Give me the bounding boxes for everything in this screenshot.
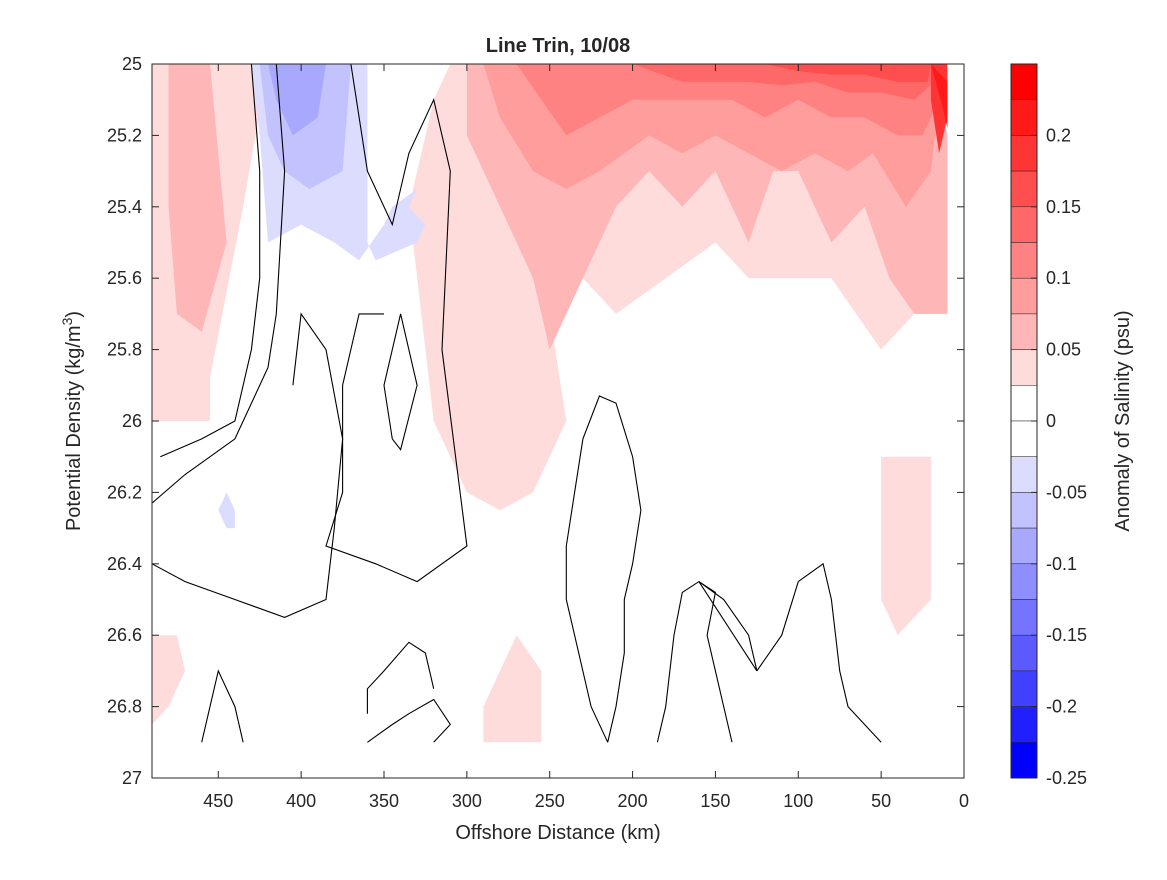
zero-contour-lines — [152, 64, 882, 743]
colorbar-swatch — [1010, 170, 1038, 208]
zero-contour-line-11 — [797, 562, 882, 743]
zero-contour-line-6 — [367, 698, 451, 743]
y-tick-label: 26.2 — [107, 482, 142, 502]
colorbar-swatch — [1010, 742, 1038, 779]
colorbar-swatch — [1010, 420, 1038, 457]
y-axis-label: Potential Density (kg/m3) — [59, 311, 85, 531]
colorbar-swatch — [1010, 277, 1038, 315]
colorbar-swatch — [1010, 63, 1038, 100]
colorbar-tick-label: 0.15 — [1046, 197, 1081, 217]
colorbar-tick-label: -0.1 — [1046, 554, 1077, 574]
colorbar-swatch — [1010, 492, 1038, 529]
colorbar-tick-label: -0.15 — [1046, 625, 1087, 645]
y-tick-label: 27 — [122, 768, 142, 788]
zero-contour-line-10 — [698, 581, 758, 672]
colorbar-swatch — [1010, 456, 1038, 493]
y-tick-label: 25 — [122, 54, 142, 74]
x-tick-label: 50 — [871, 791, 891, 811]
y-tick-label: 26.8 — [107, 697, 142, 717]
contour-fill-17 — [408, 189, 434, 225]
colorbar-swatch — [1010, 670, 1038, 707]
colorbar-ticks: 0.2 0.15 0.1 0.05 0 -0.05 -0.1 -0.15 -0.2 -0.25 — [1031, 125, 1087, 788]
x-tick-label: 0 — [959, 791, 969, 811]
x-tick-label: 350 — [369, 791, 399, 811]
contour-fill-14 — [152, 635, 186, 725]
y-axis-label-close: ) — [63, 311, 85, 318]
colorbar-swatch — [1010, 634, 1038, 672]
colorbar-swatch — [1010, 99, 1038, 136]
chart-title: Line Trin, 10/08 — [486, 35, 631, 57]
colorbar-swatch — [1010, 349, 1038, 386]
zero-contour-line-8 — [565, 395, 642, 743]
x-tick-label: 150 — [700, 791, 730, 811]
colorbar-tick-label: 0.2 — [1046, 125, 1071, 145]
colorbar-swatch — [1010, 385, 1038, 422]
contour-fill-15 — [483, 635, 542, 743]
colorbar-swatch — [1010, 206, 1038, 243]
zero-contour-line-4 — [383, 313, 418, 451]
colorbar-tick-label: -0.25 — [1046, 768, 1087, 788]
colorbar-swatch — [1010, 135, 1038, 172]
plot-area: 450 400 350 300 250 200 150 100 50 0 2525.225.425… — [107, 54, 969, 811]
x-axis-ticks: 450 400 350 300 250 200 150 100 50 0 — [203, 64, 969, 811]
contour-fill-12 — [268, 64, 326, 136]
y-tick-label: 25.2 — [107, 125, 142, 145]
y-tick-label: 26 — [122, 411, 142, 431]
x-tick-label: 300 — [452, 791, 482, 811]
contour-fill-9 — [930, 64, 948, 129]
x-tick-label: 100 — [783, 791, 813, 811]
y-axis-ticks: 25 25.2 25.4 25.6 25.8 26 26.2 26.4 26.6 26.8 27 — [107, 54, 964, 788]
colorbar-tick-label: -0.05 — [1046, 482, 1087, 502]
zero-contour-line-5 — [201, 669, 244, 743]
contour-fill-16 — [881, 456, 931, 636]
zero-contour-line-7 — [366, 641, 435, 714]
y-tick-label: 25.4 — [107, 197, 142, 217]
y-tick-label: 26.6 — [107, 625, 142, 645]
contour-fill-13 — [218, 492, 235, 529]
y-axis-label-main: Potential Density (kg/m — [63, 325, 85, 531]
colorbar-tick-label: 0 — [1046, 411, 1056, 431]
zero-contour-line-2 — [152, 312, 344, 618]
x-tick-label: 400 — [286, 791, 316, 811]
contour-fill-7 — [765, 64, 931, 82]
filled-contours — [152, 64, 948, 743]
colorbar-swatch — [1010, 242, 1038, 279]
colorbar-tick-label: -0.2 — [1046, 697, 1077, 717]
colorbar: 0.2 0.15 0.1 0.05 0 -0.05 -0.1 -0.15 -0.2 -0.25 — [1010, 63, 1087, 788]
y-axis-label-superscript: 3 — [59, 317, 75, 325]
zero-contour-line-3 — [325, 64, 468, 583]
colorbar-swatch — [1010, 563, 1038, 600]
colorbar-label: Anomaly of Salinity (psu) — [1112, 310, 1134, 531]
colorbar-tick-label: 0.05 — [1046, 340, 1081, 360]
colorbar-swatch — [1010, 313, 1038, 350]
y-tick-label: 25.6 — [107, 268, 142, 288]
colorbar-swatch — [1010, 599, 1038, 636]
y-tick-label: 26.4 — [107, 554, 142, 574]
zero-contour-line-0 — [152, 64, 286, 504]
y-tick-label: 25.8 — [107, 340, 142, 360]
x-tick-label: 450 — [203, 791, 233, 811]
colorbar-tick-label: 0.1 — [1046, 268, 1071, 288]
colorbar-swatch — [1010, 706, 1038, 743]
x-tick-label: 200 — [618, 791, 648, 811]
x-axis-label: Offshore Distance (km) — [455, 822, 660, 844]
zero-contour-line-12 — [756, 581, 799, 672]
colorbar-swatch — [1010, 527, 1038, 565]
x-tick-label: 250 — [535, 791, 565, 811]
zero-contour-line-1 — [160, 64, 261, 458]
contour-fill-2 — [168, 64, 227, 332]
